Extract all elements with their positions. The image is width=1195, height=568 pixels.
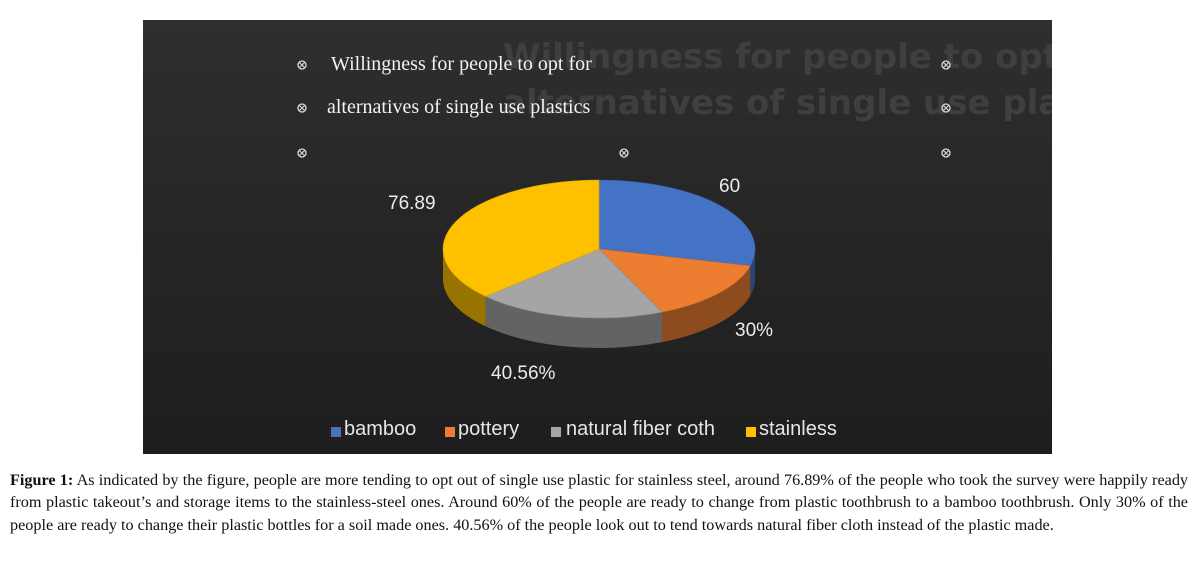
chart-title-line-2: alternatives of single use plastics [327,96,590,118]
pie-slice-pottery[interactable] [598,248,751,313]
legend-label-bamboo: bamboo [344,418,416,440]
legend-swatch-pottery [445,427,455,437]
pie-side-bamboo [750,249,755,296]
pie-slices [442,179,756,348]
ghost-title-line-2: alternatives of single use plastics [503,83,1052,123]
selection-handles [297,60,951,158]
handle-icon[interactable] [297,148,307,158]
caption-label: Figure 1: [10,471,74,489]
pie-slice-natural-fiber-coth[interactable] [484,248,663,319]
handle-icon[interactable] [941,148,951,158]
caption-text: As indicated by the figure, people are m… [10,471,1188,534]
chart-title-line-1: Willingness for people to opt for [331,53,592,75]
pie-slice-stainless[interactable] [442,179,600,297]
data-label-pottery: 30% [735,320,773,341]
pie-slice-bamboo[interactable] [598,179,756,267]
handle-icon[interactable] [619,148,629,158]
data-label-natural-fiber: 40.56% [491,363,556,384]
pie-side-natural-fiber-coth [485,296,662,348]
ghost-title-line-1: Willingness for people to opt for [503,37,1052,77]
pie-side-stainless [443,249,486,327]
handle-icon[interactable] [941,103,951,113]
legend-label-stainless: stainless [759,418,837,440]
legend-swatch-natural-fiber [551,427,561,437]
legend-label-natural-fiber: natural fiber coth [566,418,715,440]
data-label-bamboo: 60 [719,176,740,197]
legend-label-pottery: pottery [458,418,519,440]
legend-swatch-bamboo [331,427,341,437]
legend-swatch-stainless [746,427,756,437]
data-label-stainless: 76.89 [388,193,436,214]
handle-icon[interactable] [297,60,307,70]
handle-icon[interactable] [941,60,951,70]
legend: bamboo pottery natural fiber coth stainl… [331,418,837,440]
handle-icon[interactable] [297,103,307,113]
pie-side-pottery [661,265,751,343]
figure-caption: Figure 1: As indicated by the figure, pe… [10,469,1188,536]
chart-panel: Willingness for people to opt for altern… [143,20,1052,454]
pie-chart: Willingness for people to opt for altern… [297,37,1052,440]
